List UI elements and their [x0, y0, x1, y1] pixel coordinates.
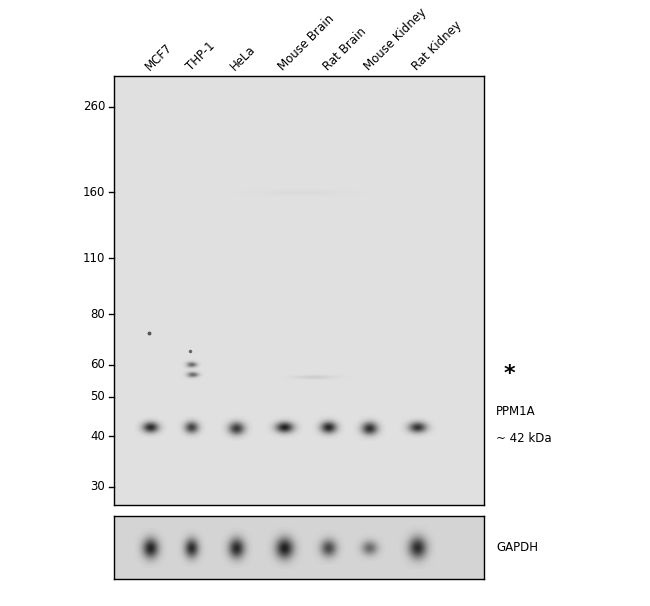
Text: 260: 260: [83, 100, 105, 113]
Text: 60: 60: [90, 358, 105, 371]
Text: THP-1: THP-1: [184, 39, 217, 73]
Text: MCF7: MCF7: [143, 41, 175, 73]
Text: 40: 40: [90, 430, 105, 443]
Text: *: *: [504, 364, 515, 384]
Text: Rat Brain: Rat Brain: [320, 25, 369, 73]
Text: 80: 80: [90, 308, 105, 321]
Text: Mouse Brain: Mouse Brain: [276, 12, 337, 73]
Text: 30: 30: [90, 481, 105, 493]
Text: HeLa: HeLa: [228, 42, 258, 73]
Text: 50: 50: [90, 390, 105, 404]
Text: 110: 110: [83, 251, 105, 265]
Text: PPM1A: PPM1A: [496, 405, 536, 418]
Text: ~ 42 kDa: ~ 42 kDa: [496, 433, 552, 445]
Text: Rat Kidney: Rat Kidney: [410, 18, 464, 73]
Text: 160: 160: [83, 185, 105, 199]
Text: Mouse Kidney: Mouse Kidney: [361, 5, 429, 73]
Text: GAPDH: GAPDH: [496, 541, 538, 554]
